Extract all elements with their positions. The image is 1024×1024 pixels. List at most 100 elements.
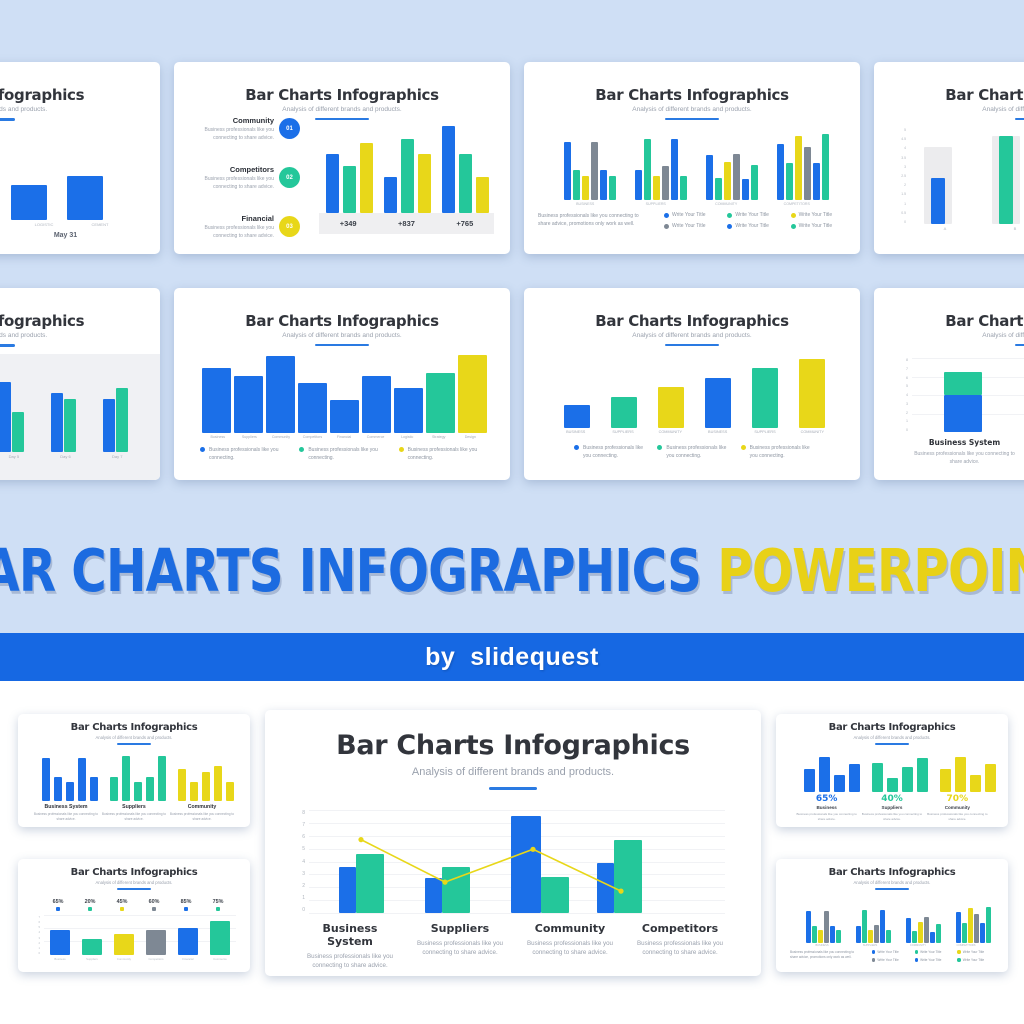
y-tick: 4 bbox=[38, 930, 40, 935]
y-tick: 1.5 bbox=[901, 192, 906, 197]
slide-thumbnail[interactable]: Bar Charts Infographics Analysis of diff… bbox=[776, 714, 1008, 827]
slide-title: Bar Charts Infographics bbox=[945, 311, 1024, 330]
trend-point bbox=[358, 837, 364, 843]
bar bbox=[786, 163, 793, 200]
bar bbox=[906, 918, 911, 943]
legend-item[interactable]: Business professionals like you connecti… bbox=[657, 444, 730, 460]
legend-label: Write Your Title bbox=[962, 958, 985, 962]
group-percent: 40% bbox=[881, 794, 903, 804]
slide-thumbnail[interactable]: Bar Charts Infographics Analysis of diff… bbox=[874, 288, 1024, 480]
legend-swatch-blue bbox=[727, 223, 733, 229]
legend-swatch-teal bbox=[914, 950, 919, 954]
slide-thumbnail[interactable]: Bar Charts Infographics Analysis of diff… bbox=[18, 714, 250, 827]
y-tick: 5 bbox=[904, 128, 906, 132]
bar bbox=[541, 876, 569, 913]
y-tick: 6 bbox=[906, 375, 908, 380]
legend-item[interactable]: Business professionals like you connecti… bbox=[740, 444, 814, 460]
slide-thumbnail[interactable]: Bar Charts Infographics Analysis of diff… bbox=[776, 859, 1008, 972]
brand-band-text: by slidequest bbox=[425, 643, 599, 672]
legend-swatch-teal bbox=[299, 447, 305, 452]
legend-item[interactable]: Write Your Title bbox=[957, 950, 1000, 954]
slide-thumbnail[interactable]: Bar Charts Infographics Analysis of diff… bbox=[524, 62, 860, 254]
category-desc: Business professionals like you connecti… bbox=[417, 940, 503, 956]
slide-thumbnail-featured[interactable]: Bar Charts Infographics Analysis of diff… bbox=[265, 710, 761, 976]
bar bbox=[818, 929, 823, 943]
legend-item[interactable]: Write Your Title bbox=[790, 212, 854, 218]
y-tick: 3 bbox=[904, 164, 906, 169]
legend-item[interactable]: Business professionals like you connecti… bbox=[574, 444, 647, 460]
chart-plot-area bbox=[44, 915, 236, 955]
step-item[interactable]: Competitors Business professionals like … bbox=[188, 165, 300, 205]
bar bbox=[849, 764, 860, 792]
chart-plot-area bbox=[798, 752, 996, 792]
group-label: Business bbox=[816, 805, 837, 810]
bar bbox=[806, 911, 811, 943]
y-tick: 2.5 bbox=[901, 173, 906, 178]
bar bbox=[330, 399, 359, 433]
bar bbox=[476, 176, 489, 213]
axis-tick-label: A bbox=[943, 226, 947, 231]
slide-header: Bar Charts Infographics Analysis of diff… bbox=[0, 288, 160, 347]
hero-title-blue: BAR CHARTS INFOGRAPHICS bbox=[0, 536, 702, 605]
legend-item[interactable]: Write Your Title bbox=[664, 223, 727, 229]
bar bbox=[887, 778, 898, 792]
legend-item[interactable]: Business professionals like you connecti… bbox=[398, 446, 490, 462]
slide-subtitle: Analysis of different brands and product… bbox=[632, 105, 752, 113]
legend-item[interactable]: Business professionals like you connecti… bbox=[200, 446, 291, 462]
legend-item[interactable]: Write Your Title bbox=[727, 212, 790, 218]
legend-swatch-teal bbox=[790, 223, 796, 229]
step-desc: Business professionals like you connecti… bbox=[204, 127, 274, 141]
bar bbox=[356, 853, 384, 913]
slide-thumbnail[interactable]: Bar Charts Infographics Analysis of diff… bbox=[0, 62, 160, 254]
category-block: Competitors Business professionals like … bbox=[625, 922, 735, 971]
slide-thumbnail[interactable]: Bar Charts Infographics Analysis of diff… bbox=[0, 288, 160, 480]
slide-header: Bar Charts Infographics Analysis of diff… bbox=[524, 288, 860, 347]
percent-label: 85% bbox=[180, 899, 192, 905]
group-labels: Business System Business professionals l… bbox=[32, 804, 236, 822]
step-desc: Business professionals like you connecti… bbox=[204, 176, 274, 190]
slide-thumbnail[interactable]: Bar Charts Infographics Analysis of diff… bbox=[174, 62, 510, 254]
legend-item[interactable]: Write Your Title bbox=[914, 950, 958, 954]
bar bbox=[116, 388, 128, 452]
bar bbox=[658, 387, 684, 428]
title-underline bbox=[875, 888, 909, 890]
legend-item[interactable]: Write Your Title bbox=[872, 958, 915, 962]
axis-tick-label: Day 6 bbox=[60, 454, 71, 459]
slide-thumbnail[interactable]: Bar Charts Infographics Analysis of diff… bbox=[874, 62, 1024, 254]
legend-item[interactable]: Write Your Title bbox=[957, 958, 1000, 962]
y-tick: 5 bbox=[302, 846, 305, 853]
bar bbox=[564, 405, 590, 428]
legend-item[interactable]: Write Your Title bbox=[664, 212, 727, 218]
legend-item[interactable]: Business professionals like you connecti… bbox=[299, 446, 390, 462]
legend-label: Write Your Title bbox=[735, 223, 769, 229]
chart-plot-area bbox=[798, 899, 991, 943]
slide-subtitle: Analysis of different brands and product… bbox=[853, 880, 931, 885]
axis-tick-label: Competitors bbox=[956, 944, 976, 947]
percent-labels: 65% 20% 45% 60% 85% bbox=[42, 899, 234, 911]
bar bbox=[799, 359, 825, 428]
bar bbox=[360, 142, 373, 213]
bar bbox=[931, 177, 945, 224]
step-item[interactable]: Community Business professionals like yo… bbox=[188, 116, 300, 156]
legend-item[interactable]: Write Your Title bbox=[872, 950, 915, 954]
chart-note: Business professionals like you connecti… bbox=[790, 950, 855, 960]
axis-tick-label: Community bbox=[116, 957, 132, 961]
percent-label: 60% bbox=[148, 899, 160, 905]
group-label: Community bbox=[944, 805, 970, 810]
legend-item[interactable]: Write Your Title bbox=[914, 958, 958, 962]
axis-tick-label: Community bbox=[271, 435, 290, 439]
slide-subtitle: Analysis of different brands and product… bbox=[282, 331, 402, 339]
bar bbox=[812, 926, 817, 943]
legend-item[interactable]: Write Your Title bbox=[727, 223, 790, 229]
legend-item[interactable]: Write Your Title bbox=[790, 223, 854, 229]
legend-swatch-blue bbox=[872, 950, 876, 954]
legend-label: Business professionals like you connecti… bbox=[583, 445, 644, 459]
slide-thumbnail[interactable]: Bar Charts Infographics Analysis of diff… bbox=[524, 288, 860, 480]
slide-thumbnail[interactable]: Bar Charts Infographics Analysis of diff… bbox=[18, 859, 250, 972]
gridline bbox=[44, 915, 236, 916]
bar bbox=[974, 913, 979, 943]
slide-thumbnail[interactable]: Bar Charts Infographics Analysis of diff… bbox=[174, 288, 510, 480]
step-item[interactable]: Financial Business professionals like yo… bbox=[188, 214, 300, 254]
category-label: Business System bbox=[322, 922, 378, 948]
chart-plot-area bbox=[202, 346, 487, 433]
